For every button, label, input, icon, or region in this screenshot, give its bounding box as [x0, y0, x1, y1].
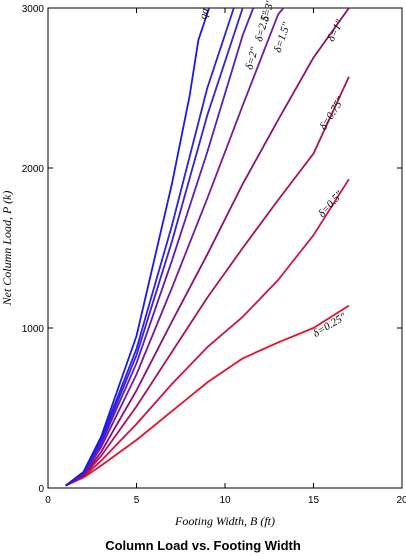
- curve-label: δ=0.25": [311, 311, 349, 340]
- y-axis-title: Net Column Load, P (k): [0, 191, 14, 307]
- x-tick-label: 15: [308, 495, 320, 506]
- x-axis-title: Footing Width, B (ft): [174, 514, 275, 528]
- curve-label: δ=1.5": [272, 21, 293, 54]
- series-line-7: [65, 7, 235, 487]
- curve-label: δ=2": [243, 46, 261, 71]
- y-tick-label: 0: [38, 484, 44, 495]
- series-line-5: [65, 7, 255, 487]
- series-line-0: [65, 304, 350, 487]
- series-line-6: [65, 7, 244, 487]
- curve-label: δ=3": [259, 0, 277, 23]
- plot-frame: [47, 7, 403, 489]
- curve-label: δ=0.5": [316, 189, 346, 220]
- axis-ticks: 0 5 10 15 20 0 1000 2000 3000: [22, 4, 406, 506]
- x-tick-label: 10: [219, 495, 231, 506]
- y-tick-label: 2000: [22, 164, 45, 175]
- curve-label: qa: [197, 7, 211, 21]
- curve-label: δ=1": [325, 18, 346, 44]
- x-tick-label: 5: [134, 495, 140, 506]
- series-line-4: [65, 7, 285, 487]
- curve-label: δ=0.75": [317, 95, 347, 133]
- series-line-2: [65, 76, 350, 487]
- y-tick-label: 3000: [22, 4, 45, 15]
- series-line-1: [65, 178, 350, 487]
- chart-title: Column Load vs. Footing Width: [105, 538, 301, 553]
- series-line-8: [65, 7, 210, 487]
- x-tick-label: 0: [45, 495, 51, 506]
- series-line-3: [65, 7, 350, 487]
- y-tick-label: 1000: [22, 324, 45, 335]
- x-tick-label: 20: [396, 495, 406, 506]
- series-lines: [65, 7, 350, 487]
